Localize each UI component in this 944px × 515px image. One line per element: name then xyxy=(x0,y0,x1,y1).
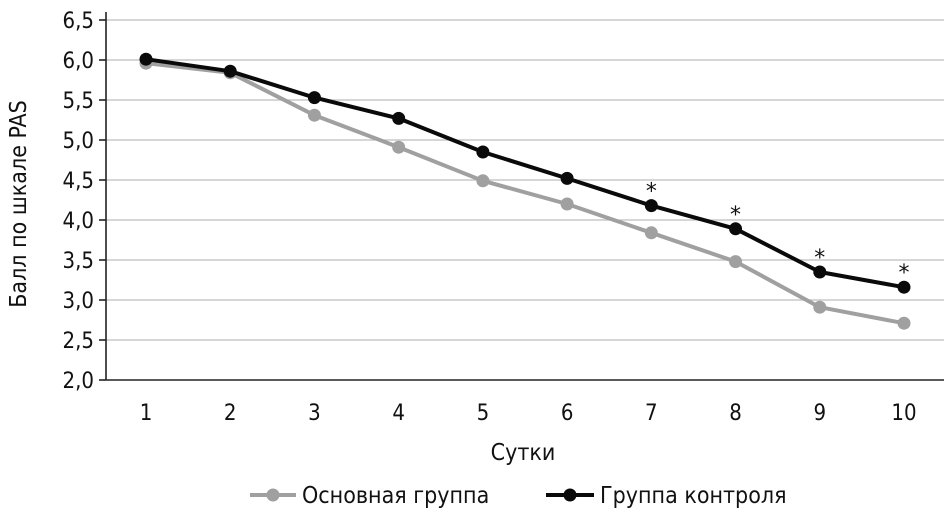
x-tick-label: 10 xyxy=(891,401,916,426)
data-point xyxy=(307,108,321,122)
data-point xyxy=(813,265,827,279)
significance-marker: * xyxy=(646,180,657,205)
x-tick-label: 8 xyxy=(729,401,742,426)
x-axis-title: Сутки xyxy=(491,440,556,466)
legend: Основная группа Группа контроля xyxy=(250,483,787,509)
data-point xyxy=(476,174,490,188)
x-tick-label: 1 xyxy=(140,401,153,426)
x-tick-label: 2 xyxy=(224,401,237,426)
data-point xyxy=(392,140,406,154)
legend-label: Основная группа xyxy=(302,483,489,509)
data-point xyxy=(813,300,827,314)
data-point xyxy=(729,222,743,236)
y-tick-label: 4,0 xyxy=(63,209,94,234)
data-point xyxy=(476,145,490,159)
y-tick-label: 6,5 xyxy=(63,9,94,34)
significance-marker: * xyxy=(730,203,741,228)
series-1 xyxy=(139,56,911,330)
y-tick-label: 5,0 xyxy=(63,129,94,154)
data-point xyxy=(897,280,911,294)
data-point xyxy=(729,255,743,269)
data-point xyxy=(223,64,237,78)
x-tick-label: 5 xyxy=(477,401,490,426)
axes xyxy=(99,12,944,381)
series-line xyxy=(145,61,905,326)
data-point xyxy=(307,91,321,105)
legend-marker xyxy=(563,488,577,502)
y-tick-labels: 2,0 2,5 3,0 3,5 4,0 4,5 5,0 5,5 6,0 6,5 xyxy=(63,9,94,394)
data-point xyxy=(897,316,911,330)
legend-marker xyxy=(266,488,280,502)
data-point xyxy=(560,197,574,211)
x-tick-label: 9 xyxy=(813,401,826,426)
y-tick-label: 4,5 xyxy=(63,169,94,194)
data-point xyxy=(560,171,574,185)
gridlines xyxy=(106,19,944,341)
y-tick-label: 6,0 xyxy=(63,49,94,74)
x-tick-label: 3 xyxy=(308,401,321,426)
series-line xyxy=(145,57,905,290)
y-tick-label: 5,5 xyxy=(63,89,94,114)
x-tick-label: 6 xyxy=(561,401,574,426)
y-tick-label: 3,5 xyxy=(63,249,94,274)
significance-marker: * xyxy=(814,246,825,271)
y-tick-label: 2,5 xyxy=(63,329,94,354)
annotations: * * * * xyxy=(646,180,910,287)
legend-label: Группа контроля xyxy=(600,483,787,509)
significance-marker: * xyxy=(899,261,910,286)
data-point xyxy=(139,52,153,66)
y-axis-title: Балл по шкале PAS xyxy=(6,100,32,308)
x-tick-label: 7 xyxy=(645,401,658,426)
data-point xyxy=(644,199,658,213)
x-tick-label: 4 xyxy=(392,401,405,426)
series-2 xyxy=(139,52,911,294)
x-tick-labels: 1 2 3 4 5 6 7 8 9 10 xyxy=(140,401,917,426)
series-group xyxy=(139,52,911,330)
legend-item-2: Группа контроля xyxy=(546,483,787,509)
data-point xyxy=(644,226,658,240)
data-point xyxy=(392,111,406,125)
legend-item-1: Основная группа xyxy=(250,483,489,509)
y-tick-label: 3,0 xyxy=(63,289,94,314)
y-tick-label: 2,0 xyxy=(63,369,94,394)
